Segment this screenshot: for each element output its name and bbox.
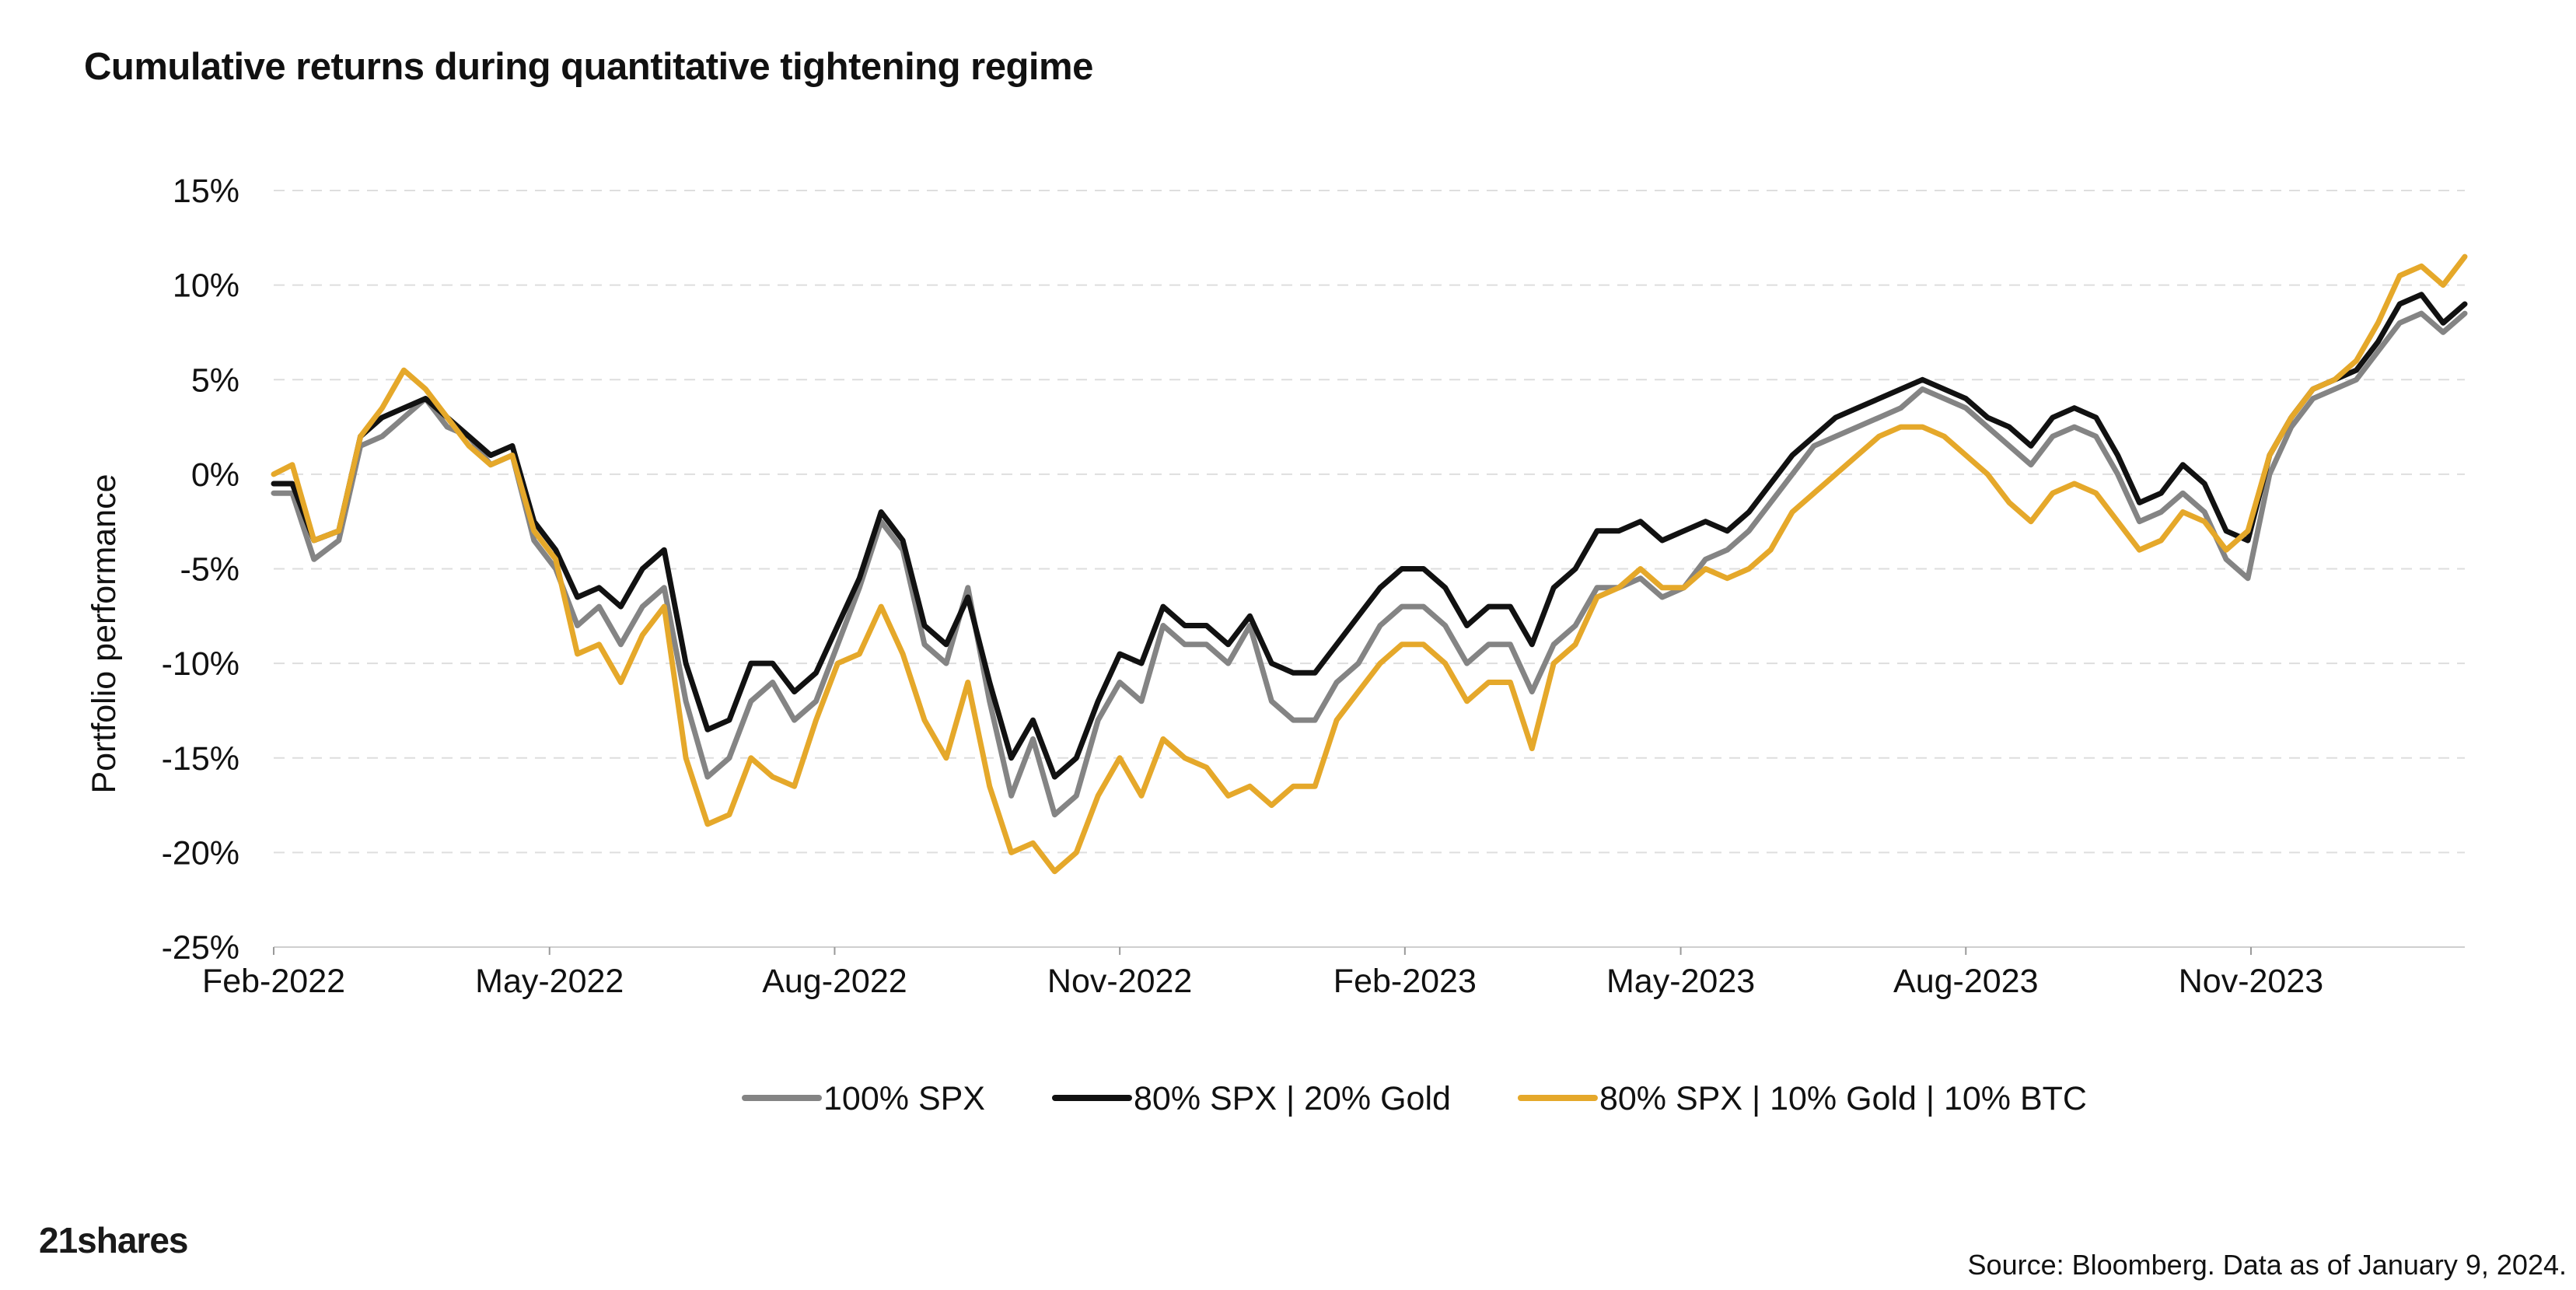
legend-label: 80% SPX | 20% Gold (1134, 1080, 1451, 1117)
x-tick-label: Aug-2022 (762, 963, 907, 1000)
y-tick-label: -10% (162, 645, 239, 683)
legend-item-2: 80% SPX | 20% Gold (1051, 1080, 1451, 1117)
y-tick-label: 15% (173, 173, 239, 210)
x-tick-label: May-2022 (475, 963, 624, 1000)
y-axis-title: Portfolio performance (86, 474, 123, 793)
grid-lines (274, 190, 2465, 948)
x-tick-label: Feb-2022 (202, 963, 345, 1000)
x-tick-label: Nov-2022 (1047, 963, 1192, 1000)
x-tick-label: Nov-2023 (2179, 963, 2323, 1000)
y-tick-label: -25% (162, 929, 239, 967)
21shares-logo: 21shares (39, 1219, 188, 1261)
y-tick-label: 5% (191, 362, 239, 399)
legend: 100% SPX 80% SPX | 20% Gold 80% SPX | 10% … (742, 1080, 2087, 1117)
logo-wordmark: 21shares (39, 1220, 188, 1260)
series-line-3 (271, 253, 2468, 875)
y-tick-label: -15% (162, 740, 239, 778)
y-tick-label: -5% (180, 551, 239, 589)
legend-item-3: 80% SPX | 10% Gold | 10% BTC (1517, 1080, 2087, 1117)
x-axis-ticks: Feb-2022 May-2022 Aug-2022 Nov-2022 Feb-2023… (202, 947, 2323, 1000)
x-tick-label: Aug-2023 (1893, 963, 2039, 1000)
legend-label: 80% SPX | 10% Gold | 10% BTC (1599, 1080, 2087, 1117)
y-tick-label: -20% (162, 834, 239, 872)
x-tick-label: Feb-2023 (1333, 963, 1477, 1000)
chart-title: Cumulative returns during quantitative t… (84, 46, 1093, 88)
y-tick-label: 10% (173, 267, 239, 305)
series-line-1 (271, 310, 2468, 818)
legend-label: 100% SPX (823, 1080, 985, 1117)
series-line-2 (271, 292, 2468, 780)
y-tick-label: 0% (191, 456, 239, 494)
source-note: Source: Bloomberg. Data as of January 9,… (1967, 1249, 2567, 1281)
y-axis-ticks: 15% 10% 5% 0% -5% -10% -15% -20% -25% (162, 173, 239, 967)
legend-item-1: 100% SPX (742, 1080, 985, 1117)
series-lines (271, 253, 2468, 875)
x-tick-label: May-2023 (1606, 963, 1755, 1000)
